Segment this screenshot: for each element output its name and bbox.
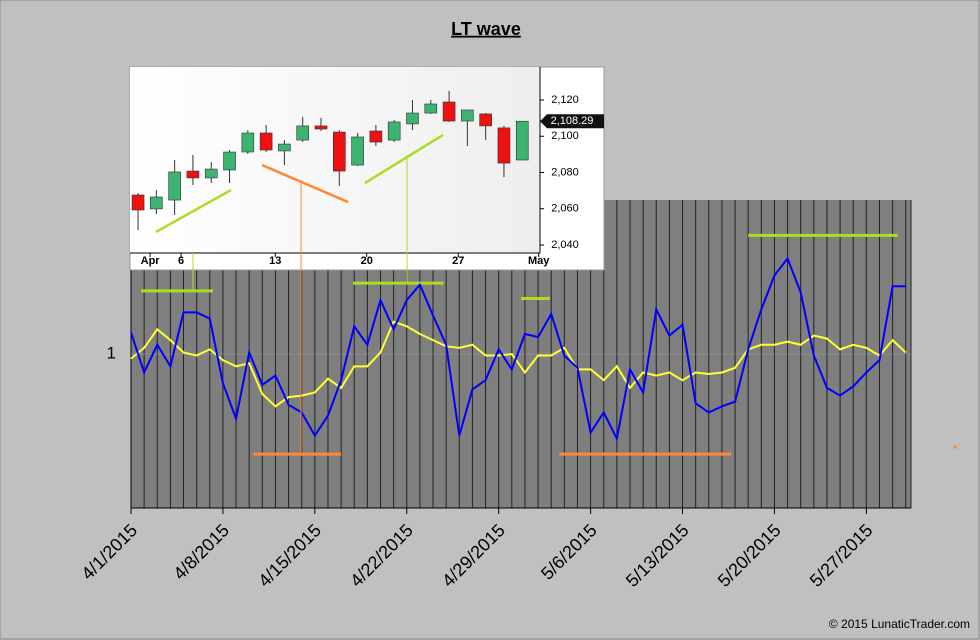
- x-tick-label: 6: [178, 255, 184, 267]
- trend-line: [261, 163, 349, 204]
- candle-body: [278, 143, 291, 152]
- candle-body: [332, 131, 346, 172]
- candle-body: [479, 113, 492, 127]
- connectors: [192, 155, 408, 454]
- candle-body: [223, 151, 236, 171]
- trend-line: [155, 189, 232, 234]
- price-tag: [540, 114, 604, 129]
- y-tick-label: 2,120: [551, 94, 579, 106]
- candle-body: [314, 125, 328, 130]
- candle-body: [442, 101, 456, 122]
- candle-body: [497, 127, 511, 164]
- inset-chart: 2,040 2,060 2,080 2,100 2,120 Apr 6 13 20 27 May 2,…: [129, 66, 605, 271]
- trend-line: [364, 133, 444, 185]
- candle-body: [259, 132, 273, 151]
- candle-body: [241, 132, 255, 153]
- copyright: © 2015 LunaticTrader.com: [829, 617, 970, 631]
- x-tick-label: 13: [269, 255, 281, 267]
- candle-body: [168, 171, 181, 201]
- y-tick-label: 2,060: [551, 203, 579, 215]
- marker-dot: [953, 445, 957, 449]
- candle-body: [406, 112, 419, 125]
- candle-body: [204, 168, 218, 179]
- series-line: [130, 256, 906, 442]
- y-tick-label: 2,100: [551, 130, 579, 142]
- candle-body: [424, 103, 438, 114]
- x-tick-label: 20: [361, 255, 373, 267]
- chart-title: LT wave: [451, 19, 521, 39]
- x-tick-label: 27: [452, 255, 464, 267]
- candle-body: [150, 196, 163, 210]
- candle-body: [296, 125, 310, 141]
- y-tick-label: 1: [107, 343, 116, 362]
- candle-body: [515, 120, 529, 161]
- candle-body: [186, 170, 200, 179]
- candle-body: [369, 130, 383, 143]
- x-tick-label: Apr: [141, 255, 161, 267]
- price-tag-label: 2,108.29: [551, 115, 594, 127]
- candle-body: [351, 136, 364, 166]
- candle-body: [461, 109, 474, 122]
- y-tick-label: 2,040: [551, 239, 579, 251]
- candle-body: [387, 121, 401, 141]
- x-tick-label: May: [528, 255, 550, 267]
- series-line: [130, 320, 907, 408]
- candle-body: [131, 194, 145, 211]
- y-tick-label: 2,080: [551, 166, 579, 178]
